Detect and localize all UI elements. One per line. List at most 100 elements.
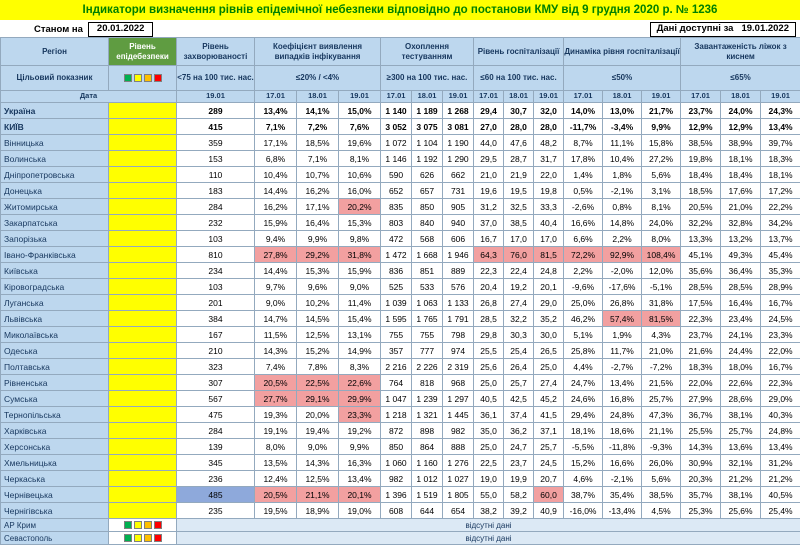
- value-cell: 15,9%: [339, 263, 381, 279]
- value-cell: 654: [443, 503, 474, 519]
- value-cell: 982: [443, 423, 474, 439]
- value-cell: 40,5: [474, 391, 504, 407]
- value-cell: 25,7%: [721, 423, 761, 439]
- value-cell: 45,2: [534, 391, 564, 407]
- region-name: Волинська: [1, 151, 109, 167]
- value-cell: 20,1: [534, 279, 564, 295]
- value-cell: 23,3%: [761, 327, 800, 343]
- value-cell: 818: [412, 375, 443, 391]
- epidemic-level-legend-cell: [109, 66, 177, 91]
- value-cell: 35,0: [474, 423, 504, 439]
- value-cell: 16,8%: [603, 391, 642, 407]
- value-cell: 16,4%: [721, 295, 761, 311]
- legend-square: [144, 74, 152, 82]
- value-cell: 23,7%: [681, 327, 721, 343]
- legend-square: [124, 74, 132, 82]
- value-cell: 0,8%: [603, 199, 642, 215]
- value-cell: 1 239: [412, 391, 443, 407]
- value-cell: 18,1%: [721, 151, 761, 167]
- value-cell: 32,1%: [721, 455, 761, 471]
- data-available-box: Дані доступні за 19.01.2022: [650, 22, 796, 37]
- value-cell: 567: [177, 391, 255, 407]
- indicators-table: Регіон Рівень епідебезпеки Рівень захвор…: [0, 37, 800, 545]
- value-cell: 39,7%: [761, 135, 800, 151]
- value-cell: 72,2%: [564, 247, 603, 263]
- date-header: 17.01: [255, 91, 297, 103]
- value-cell: 33,3: [534, 199, 564, 215]
- value-cell: 7,6%: [339, 119, 381, 135]
- value-cell: 21,1%: [297, 487, 339, 503]
- value-cell: -11,7%: [564, 119, 603, 135]
- value-cell: 28,5%: [721, 279, 761, 295]
- date-header: 19.01: [339, 91, 381, 103]
- value-cell: 23,7%: [681, 103, 721, 119]
- value-cell: 81,5%: [642, 311, 681, 327]
- value-cell: 22,0%: [681, 375, 721, 391]
- value-cell: 29,4: [474, 103, 504, 119]
- value-cell: 24,3%: [761, 103, 800, 119]
- value-cell: -17,6%: [603, 279, 642, 295]
- value-cell: 17,5%: [681, 295, 721, 311]
- value-cell: 644: [412, 503, 443, 519]
- value-cell: 472: [381, 231, 412, 247]
- date-header: 18.01: [297, 91, 339, 103]
- value-cell: -2,0%: [603, 263, 642, 279]
- value-cell: 22,5: [474, 455, 504, 471]
- value-cell: 40,3%: [761, 407, 800, 423]
- value-cell: 36,1: [474, 407, 504, 423]
- value-cell: 38,2: [474, 503, 504, 519]
- value-cell: 576: [443, 279, 474, 295]
- value-cell: 652: [381, 183, 412, 199]
- value-cell: 36,4%: [721, 263, 761, 279]
- value-cell: 1 060: [381, 455, 412, 471]
- value-cell: 210: [177, 343, 255, 359]
- value-cell: 25,7: [504, 375, 534, 391]
- value-cell: 7,1%: [297, 151, 339, 167]
- status-label: Станом на: [34, 24, 83, 35]
- epidemic-level-legend: [123, 521, 163, 530]
- value-cell: 31,2%: [761, 455, 800, 471]
- value-cell: 24,7: [504, 439, 534, 455]
- region-name: Львівська: [1, 311, 109, 327]
- value-cell: 1 140: [381, 103, 412, 119]
- value-cell: 10,2%: [297, 295, 339, 311]
- value-cell: 23,7: [504, 455, 534, 471]
- value-cell: -2,7%: [603, 359, 642, 375]
- epidemic-level-cell: [109, 407, 177, 423]
- value-cell: 48,2: [534, 135, 564, 151]
- value-cell: 1 047: [381, 391, 412, 407]
- value-cell: 14,3%: [297, 455, 339, 471]
- value-cell: 16,4%: [297, 215, 339, 231]
- value-cell: 38,1%: [721, 487, 761, 503]
- value-cell: 840: [412, 215, 443, 231]
- value-cell: 14,5%: [297, 311, 339, 327]
- value-cell: 21,0: [474, 167, 504, 183]
- value-cell: 1 290: [443, 151, 474, 167]
- value-cell: 606: [443, 231, 474, 247]
- value-cell: 6,6%: [564, 231, 603, 247]
- value-cell: 25,0: [474, 375, 504, 391]
- value-cell: 4,6%: [564, 471, 603, 487]
- value-cell: 19,5%: [255, 503, 297, 519]
- value-cell: 9,0%: [297, 439, 339, 455]
- epidemic-level-cell: [109, 503, 177, 519]
- value-cell: 357: [381, 343, 412, 359]
- legend-square: [144, 521, 152, 529]
- value-cell: 1 805: [443, 487, 474, 503]
- value-cell: 58,2: [504, 487, 534, 503]
- value-cell: 183: [177, 183, 255, 199]
- value-cell: 29,0%: [761, 391, 800, 407]
- date-header: 19.01: [177, 91, 255, 103]
- target-beds: ≤65%: [681, 66, 800, 91]
- value-cell: 851: [412, 263, 443, 279]
- date-header: 17.01: [681, 91, 721, 103]
- value-cell: 15,2%: [297, 343, 339, 359]
- value-cell: 16,3%: [339, 455, 381, 471]
- value-cell: 36,2: [504, 423, 534, 439]
- date-header: 19.01: [443, 91, 474, 103]
- value-cell: 1 276: [443, 455, 474, 471]
- region-name: Україна: [1, 103, 109, 119]
